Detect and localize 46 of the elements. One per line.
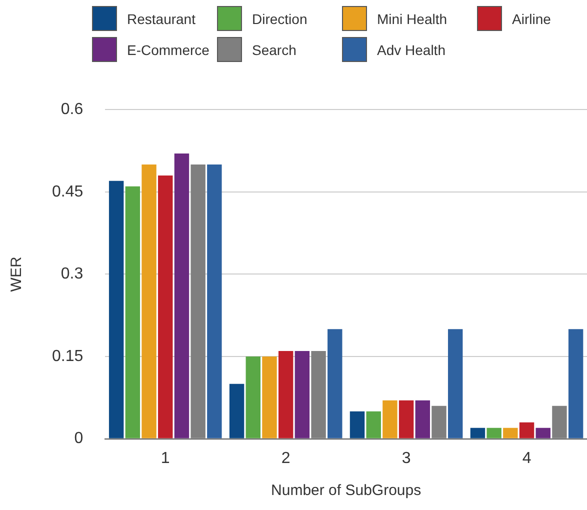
legend-label: Direction: [252, 10, 308, 26]
bar: [142, 164, 156, 438]
bar: [174, 153, 190, 438]
legend-label: Restaurant: [127, 10, 196, 26]
bar: [262, 356, 277, 438]
bar: [432, 406, 446, 438]
y-tick-label: 0.6: [60, 101, 84, 118]
bar: [519, 422, 534, 438]
bar: [190, 164, 206, 438]
bar: [486, 428, 502, 438]
bar: [536, 428, 550, 438]
bar: [382, 400, 398, 438]
x-tick-label: 3: [402, 450, 411, 467]
bar: [470, 428, 486, 438]
bar: [229, 384, 244, 438]
x-tick-label: 1: [160, 450, 170, 467]
legend-label: Mini Health: [377, 10, 448, 26]
bar: [158, 175, 173, 438]
bar: [415, 400, 430, 438]
y-tick-label: 0.15: [52, 348, 84, 365]
legend-label: Adv Health: [377, 42, 446, 58]
x-tick-label: 4: [522, 450, 532, 467]
y-tick-label: 0.3: [60, 266, 84, 283]
bar: [503, 428, 518, 438]
bar: [278, 351, 294, 438]
bar: [398, 400, 414, 438]
y-tick-label: 0.45: [52, 183, 84, 200]
bar: [350, 411, 365, 438]
bar: [311, 351, 326, 438]
y-tick-label: 0: [74, 430, 84, 448]
y-axis-title: WER: [8, 256, 26, 292]
bar: [207, 164, 222, 438]
legend-label: Search: [252, 42, 296, 58]
bar: [366, 411, 381, 438]
legend-label: Airline: [512, 10, 551, 26]
bar: [246, 356, 260, 438]
bar: [125, 186, 140, 438]
bar: [552, 406, 567, 438]
legend-label: E-Commerce: [127, 42, 210, 58]
bar: [568, 329, 584, 438]
bar: [448, 329, 463, 438]
bar: [328, 329, 342, 438]
bar: [108, 180, 124, 438]
bar: [294, 351, 310, 438]
x-axis-title: Number of SubGroups: [271, 482, 422, 500]
x-tick-label: 2: [281, 450, 290, 467]
